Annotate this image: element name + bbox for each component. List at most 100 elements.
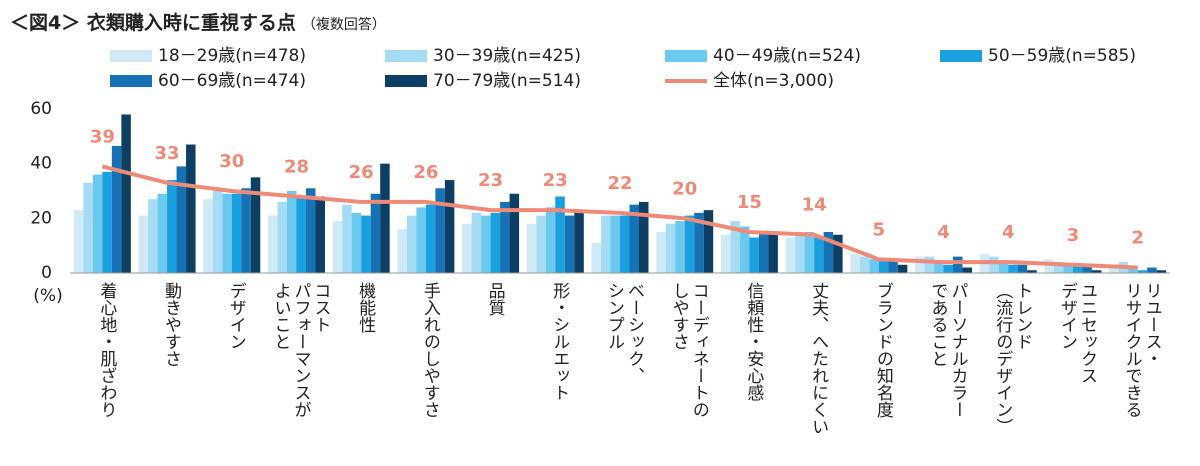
x-tick-label: 着心地・肌ざわり — [96, 282, 117, 418]
bar — [1091, 270, 1102, 273]
bar — [277, 201, 287, 273]
bar — [1156, 270, 1167, 273]
bar — [823, 232, 834, 273]
bar — [915, 256, 925, 273]
line — [101, 164, 1138, 270]
bar — [574, 210, 584, 273]
data-label: 15 — [737, 192, 762, 213]
bar — [833, 234, 843, 273]
legend-swatch — [110, 75, 152, 87]
data-label: 28 — [284, 156, 309, 177]
bar — [435, 188, 445, 273]
bar — [639, 201, 649, 273]
legend-label: 全体(n=3,000) — [713, 71, 834, 91]
data-label: 22 — [607, 173, 632, 194]
bar — [222, 193, 232, 273]
bar — [361, 215, 371, 273]
bar — [471, 212, 482, 273]
bar — [490, 212, 501, 273]
legend-label: 30－39歳(n=425) — [433, 46, 581, 66]
x-tick-label: ブランドの知名度 — [872, 282, 893, 418]
bar — [888, 259, 898, 273]
bar — [1147, 267, 1157, 273]
bar — [989, 256, 999, 273]
data-label: 2 — [1131, 228, 1144, 249]
bar — [83, 182, 93, 273]
bar — [555, 196, 565, 273]
bar — [157, 193, 168, 273]
bar — [1017, 264, 1028, 273]
bar — [186, 144, 196, 273]
data-label: 4 — [937, 222, 950, 243]
bar — [286, 191, 297, 273]
legend-swatch — [385, 75, 427, 87]
bar — [953, 256, 963, 273]
bar — [1027, 270, 1037, 273]
bar — [629, 204, 639, 273]
bar — [167, 180, 177, 273]
bar — [416, 207, 426, 273]
bar — [1072, 264, 1083, 273]
data-label: 3 — [1067, 225, 1080, 246]
bar — [850, 253, 860, 273]
bar — [138, 215, 149, 273]
x-tick-label: コスト パフォーマンスが よいこと — [270, 282, 331, 418]
bar — [962, 267, 973, 273]
y-tick-label: 40 — [30, 154, 52, 174]
bar — [500, 201, 510, 273]
bar — [148, 199, 158, 273]
bar — [397, 229, 407, 273]
bar — [305, 188, 316, 273]
x-tick-label: 動きやすさ — [161, 282, 182, 367]
bar — [73, 210, 84, 273]
bar — [694, 212, 704, 273]
data-label: 39 — [90, 126, 115, 147]
data-label: 33 — [155, 143, 180, 164]
chart-title: ＜図4＞ 衣類購入時に重視する点 — [10, 12, 296, 34]
bar — [878, 259, 889, 273]
bar — [380, 163, 390, 273]
bar — [859, 256, 870, 273]
bar — [804, 232, 815, 273]
bar — [739, 226, 750, 273]
bar — [203, 199, 213, 273]
legend-label: 70－79歳(n=514) — [433, 71, 581, 91]
bar — [241, 188, 251, 273]
data-label: 5 — [873, 219, 886, 240]
data-label: 26 — [413, 162, 438, 183]
bar — [795, 232, 805, 273]
bar — [591, 242, 601, 273]
bar — [370, 193, 381, 273]
x-tick-label: 信頼性・安心感 — [743, 282, 764, 401]
chart-subtitle: （複数回答） — [301, 17, 386, 33]
bar — [1082, 264, 1092, 273]
bar — [665, 223, 676, 273]
title-block: ＜図4＞ 衣類購入時に重視する点 （複数回答） — [10, 8, 386, 35]
bar — [943, 264, 954, 273]
bar — [1137, 270, 1148, 273]
y-unit: (%) — [33, 286, 62, 306]
legend-label: 40－49歳(n=524) — [713, 46, 861, 66]
bar — [684, 215, 695, 273]
bar — [425, 204, 436, 273]
bar — [814, 237, 824, 273]
bar — [102, 171, 112, 273]
data-label: 4 — [1002, 222, 1015, 243]
y-tick-label: 60 — [30, 99, 52, 119]
bar — [934, 262, 944, 273]
y-tick-label: 0 — [41, 263, 52, 283]
bar — [601, 215, 611, 273]
bar — [730, 221, 740, 273]
bar — [1008, 264, 1018, 273]
bar — [351, 212, 362, 273]
bar — [564, 215, 575, 273]
bar — [92, 174, 103, 273]
bar — [111, 145, 122, 273]
bar — [231, 193, 242, 273]
bar — [342, 204, 352, 273]
bar — [924, 256, 935, 273]
bar — [656, 232, 666, 273]
bar — [785, 237, 796, 273]
legend-swatch — [665, 50, 707, 62]
